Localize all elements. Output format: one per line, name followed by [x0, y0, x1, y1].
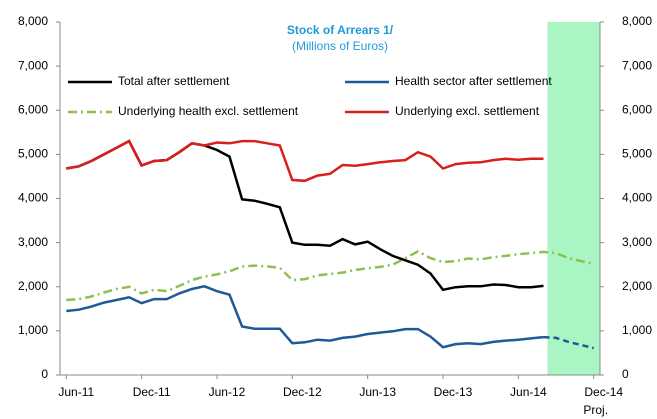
x-tick-label: Dec-14 — [584, 385, 623, 399]
chart-title: Stock of Arrears 1/ — [287, 23, 394, 37]
y-tick-label: 2,000 — [18, 279, 48, 293]
chart-subtitle: (Millions of Euros) — [292, 39, 388, 53]
y2-tick-label: 8,000 — [622, 14, 652, 28]
y-tick-label: 6,000 — [18, 102, 48, 116]
x-tick-label: Jun-14 — [510, 385, 547, 399]
y2-tick-label: 6,000 — [622, 102, 652, 116]
series-line — [66, 284, 544, 349]
projection-shade — [547, 22, 600, 375]
y-tick-label: 8,000 — [18, 14, 48, 28]
series-line — [543, 335, 595, 350]
legend-label: Health sector after settlement — [395, 74, 552, 88]
y2-tick-label: 7,000 — [622, 58, 652, 72]
y2-tick-label: 1,000 — [622, 323, 652, 337]
y2-tick-label: 4,000 — [622, 191, 652, 205]
y-tick-label: 0 — [41, 367, 48, 381]
y-tick-label: 5,000 — [18, 147, 48, 161]
y2-tick-label: 0 — [622, 367, 629, 381]
legend-label: Total after settlement — [118, 74, 230, 88]
y-tick-label: 7,000 — [18, 58, 48, 72]
y-tick-label: 1,000 — [18, 323, 48, 337]
legend-label: Underlying health excl. settlement — [118, 104, 299, 118]
legend-label: Underlying excl. settlement — [395, 104, 540, 118]
x-tick-label: Jun-13 — [359, 385, 396, 399]
series-line — [66, 249, 594, 302]
y-tick-label: 3,000 — [18, 235, 48, 249]
x-note: Proj. — [583, 403, 608, 417]
y2-tick-label: 2,000 — [622, 279, 652, 293]
y2-tick-label: 3,000 — [622, 235, 652, 249]
x-tick-label: Dec-12 — [283, 385, 322, 399]
x-tick-label: Dec-13 — [434, 385, 473, 399]
series-line — [66, 139, 544, 183]
x-tick-label: Jun-12 — [209, 385, 246, 399]
x-tick-label: Jun-11 — [58, 385, 94, 399]
y2-tick-label: 5,000 — [622, 147, 652, 161]
y-tick-label: 4,000 — [18, 191, 48, 205]
x-tick-label: Dec-11 — [133, 385, 171, 399]
